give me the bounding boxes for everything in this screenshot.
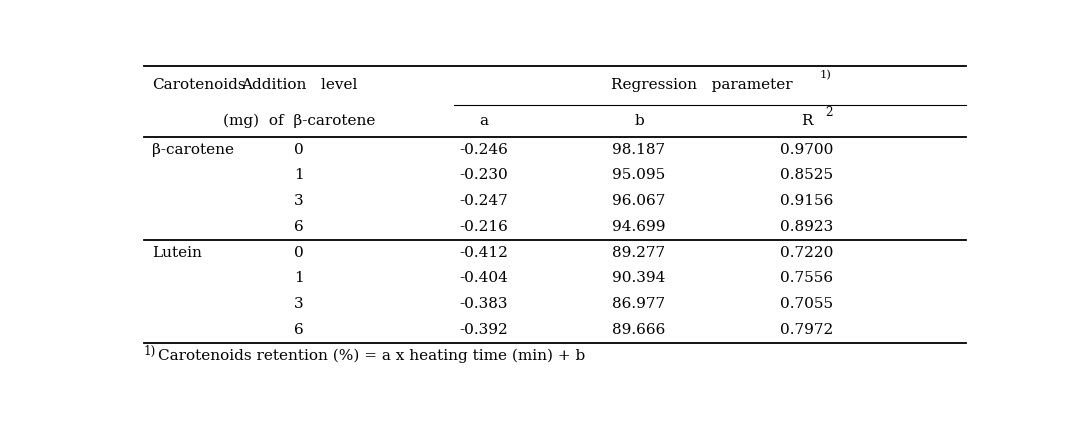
Text: 0: 0: [295, 143, 304, 157]
Text: β-carotene: β-carotene: [152, 143, 234, 157]
Text: 1: 1: [295, 169, 304, 183]
Text: 0.9156: 0.9156: [780, 194, 834, 208]
Text: a: a: [479, 114, 488, 128]
Text: 0.8923: 0.8923: [780, 220, 834, 234]
Text: 86.977: 86.977: [612, 297, 666, 311]
Text: -0.383: -0.383: [459, 297, 508, 311]
Text: 0.7220: 0.7220: [780, 246, 834, 260]
Text: 3: 3: [295, 297, 304, 311]
Text: b: b: [634, 114, 644, 128]
Text: -0.412: -0.412: [459, 246, 508, 260]
Text: 95.095: 95.095: [612, 169, 666, 183]
Text: Regression   parameter: Regression parameter: [611, 78, 793, 92]
Text: 6: 6: [295, 323, 304, 337]
Text: -0.246: -0.246: [459, 143, 508, 157]
Text: 6: 6: [295, 220, 304, 234]
Text: -0.392: -0.392: [459, 323, 508, 337]
Text: 0.7055: 0.7055: [780, 297, 834, 311]
Text: 90.394: 90.394: [612, 271, 666, 285]
Text: -0.404: -0.404: [459, 271, 508, 285]
Text: (mg)  of  β-carotene: (mg) of β-carotene: [223, 113, 375, 128]
Text: 0.7556: 0.7556: [780, 271, 834, 285]
Text: Carotenoids retention (%) = a x heating time (min) + b: Carotenoids retention (%) = a x heating …: [158, 349, 585, 363]
Text: 0.9700: 0.9700: [780, 143, 834, 157]
Text: 0.7972: 0.7972: [780, 323, 834, 337]
Text: 98.187: 98.187: [612, 143, 666, 157]
Text: 0.8525: 0.8525: [780, 169, 834, 183]
Text: -0.216: -0.216: [459, 220, 508, 234]
Text: 96.067: 96.067: [612, 194, 666, 208]
Text: 1: 1: [295, 271, 304, 285]
Text: 0: 0: [295, 246, 304, 260]
Text: 89.666: 89.666: [612, 323, 666, 337]
Text: 1): 1): [820, 70, 832, 81]
Text: R: R: [801, 114, 812, 128]
Text: Carotenoids: Carotenoids: [152, 78, 246, 92]
Text: 3: 3: [295, 194, 304, 208]
Text: Addition   level: Addition level: [240, 78, 357, 92]
Text: -0.230: -0.230: [459, 169, 508, 183]
Text: 2: 2: [825, 106, 833, 119]
Text: 1): 1): [144, 345, 156, 357]
Text: 94.699: 94.699: [612, 220, 666, 234]
Text: Lutein: Lutein: [152, 246, 203, 260]
Text: 89.277: 89.277: [612, 246, 666, 260]
Text: -0.247: -0.247: [459, 194, 508, 208]
